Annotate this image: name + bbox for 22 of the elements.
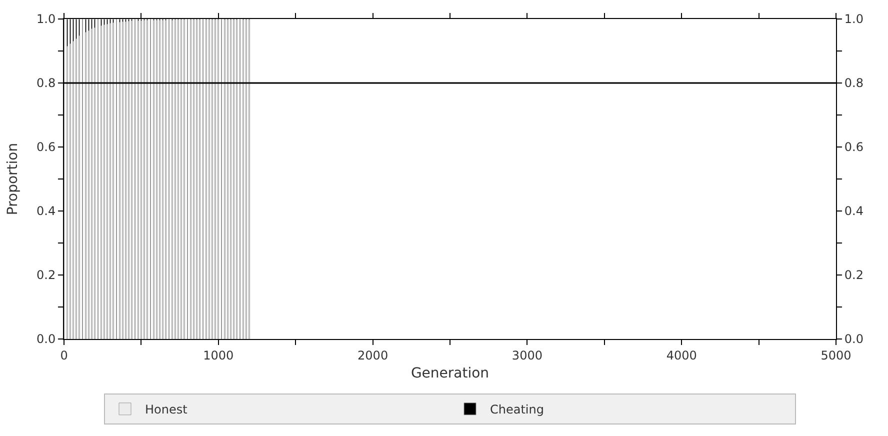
x-tick-label: 0 <box>60 348 68 362</box>
y-axis-title: Proportion <box>5 142 22 216</box>
y-tick-label: 0.8 <box>36 76 56 90</box>
x-axis-title: Generation <box>410 366 490 382</box>
legend-label: Cheating <box>490 402 544 417</box>
y-tick-label: 0.0 <box>36 332 56 346</box>
y-tick-label: 0.6 <box>36 140 56 154</box>
y2-tick-label: 0.4 <box>844 204 864 218</box>
y-tick-label: 0.4 <box>36 204 56 218</box>
y2-tick-label: 1.0 <box>844 12 864 26</box>
y2-tick-label: 0.6 <box>844 140 864 154</box>
legend-label: Honest <box>145 402 188 417</box>
y-tick-label: 1.0 <box>36 12 56 26</box>
x-tick-label: 3000 <box>512 348 542 362</box>
x-tick-label: 2000 <box>358 348 388 362</box>
y2-tick-label: 0.8 <box>844 76 864 90</box>
y2-tick-label: 0.0 <box>844 332 864 346</box>
x-tick-label: 4000 <box>666 348 697 362</box>
x-tick-label: 1000 <box>203 348 234 362</box>
y-tick-label: 0.2 <box>36 268 56 282</box>
x-tick-label: 5000 <box>820 348 852 362</box>
y2-tick-label: 0.2 <box>844 268 864 282</box>
